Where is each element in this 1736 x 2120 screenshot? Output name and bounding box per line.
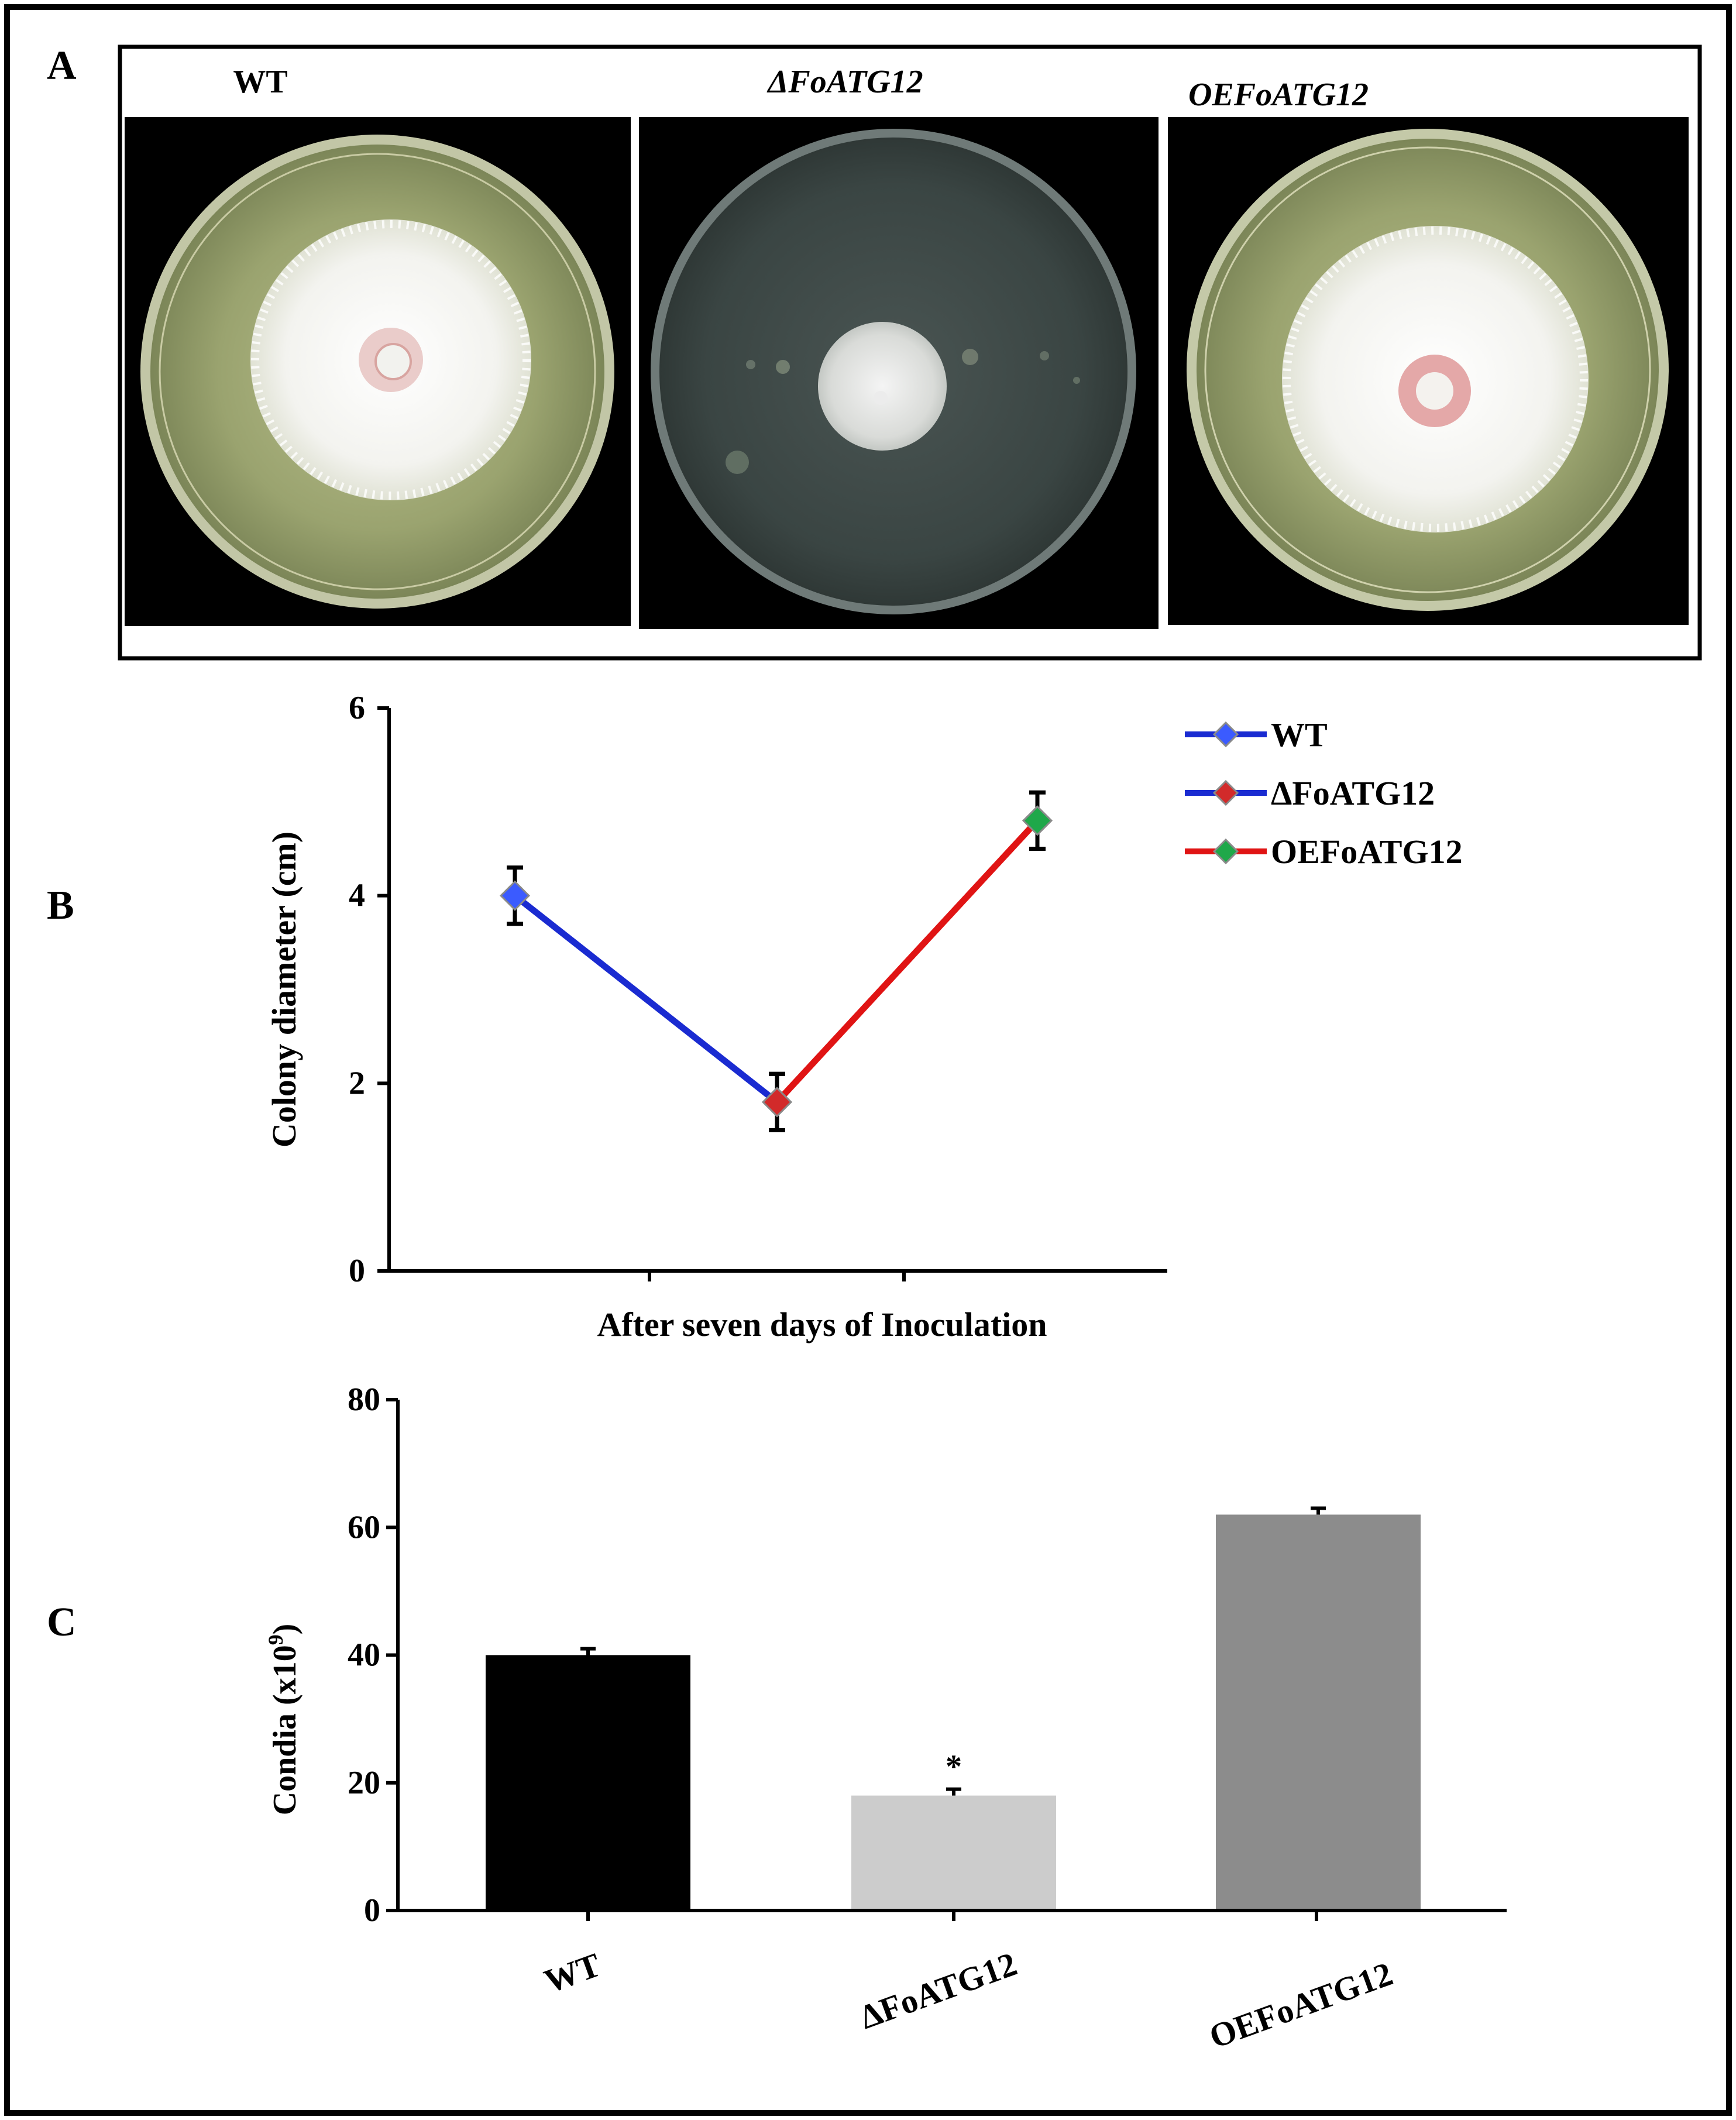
plate-delta-spot-6 (1073, 377, 1080, 384)
y-tick-label: 0 (364, 1892, 380, 1929)
panel-label-c: C (47, 1600, 77, 1645)
plate-wt-colony-edge (251, 220, 531, 500)
plate-delta-spot-2 (746, 360, 755, 369)
plate-delta (639, 117, 1159, 629)
plate-title-wt: WT (233, 64, 287, 100)
y-tick-label: 6 (349, 690, 365, 726)
y-tick-label: 4 (349, 878, 365, 914)
panel-label-b: B (47, 883, 74, 928)
y-axis-label-superscript: 9 (264, 1634, 287, 1645)
line-chart: 0 2 4 6 After seven days of Inoculation Colon… (265, 690, 1463, 1344)
y-tick-label: 40 (348, 1637, 380, 1674)
plate-wt (125, 117, 631, 626)
legend-label-1: ΔFoATG12 (1271, 774, 1435, 812)
plate-oe (1168, 117, 1689, 625)
plate-title-delta: ΔFoATG12 (766, 64, 923, 100)
plate-wt-inoculum (374, 343, 412, 380)
panel-label-a: A (47, 43, 77, 88)
y-tick-label: 0 (349, 1253, 365, 1289)
legend-label-2: OEFoATG12 (1271, 833, 1463, 871)
data-point-1-1 (761, 1087, 793, 1118)
plate-title-oe: OEFoATG12 (1188, 77, 1369, 113)
y-axis-label: Condia (x109) (264, 1624, 303, 1816)
plate-delta-spot-3 (726, 451, 749, 474)
significance-marker: * (946, 1749, 962, 1785)
legend-marker-2 (1212, 838, 1239, 865)
data-point-0-0 (499, 880, 531, 911)
plate-oe-inner-ring (1204, 146, 1651, 593)
y-tick-label: 20 (348, 1765, 380, 1801)
y-axis-label-end: ) (267, 1624, 303, 1635)
y-axis-label-main: Condia (x10 (267, 1645, 303, 1815)
legend-marker-0 (1212, 721, 1239, 748)
bar-1 (851, 1795, 1056, 1911)
legend-marker-1 (1212, 779, 1239, 806)
data-point-2-2 (1022, 805, 1053, 836)
y-axis-label: Colony diameter (cm) (265, 831, 303, 1147)
plate-delta-inoculum (874, 391, 888, 405)
plate-oe-inoculum (1416, 372, 1453, 410)
plate-wt-inner-ring (159, 153, 596, 590)
plate-delta-spot-4 (962, 349, 978, 365)
bar-2 (1216, 1514, 1421, 1911)
series-line-2 (774, 818, 1040, 1105)
legend-label-0: WT (1271, 716, 1328, 754)
y-tick-label: 2 (349, 1065, 365, 1101)
plate-oe-colony-edge (1283, 226, 1588, 532)
plate-delta-spot-1 (776, 360, 790, 374)
y-tick-label: 80 (348, 1382, 380, 1418)
y-tick-label: 60 (348, 1509, 380, 1545)
plate-delta-colony (818, 322, 947, 451)
bar-0 (486, 1655, 690, 1911)
x-axis-label: After seven days of Inoculation (597, 1305, 1047, 1344)
plate-delta-spot-5 (1040, 351, 1049, 360)
series-line-0 (513, 893, 779, 1105)
